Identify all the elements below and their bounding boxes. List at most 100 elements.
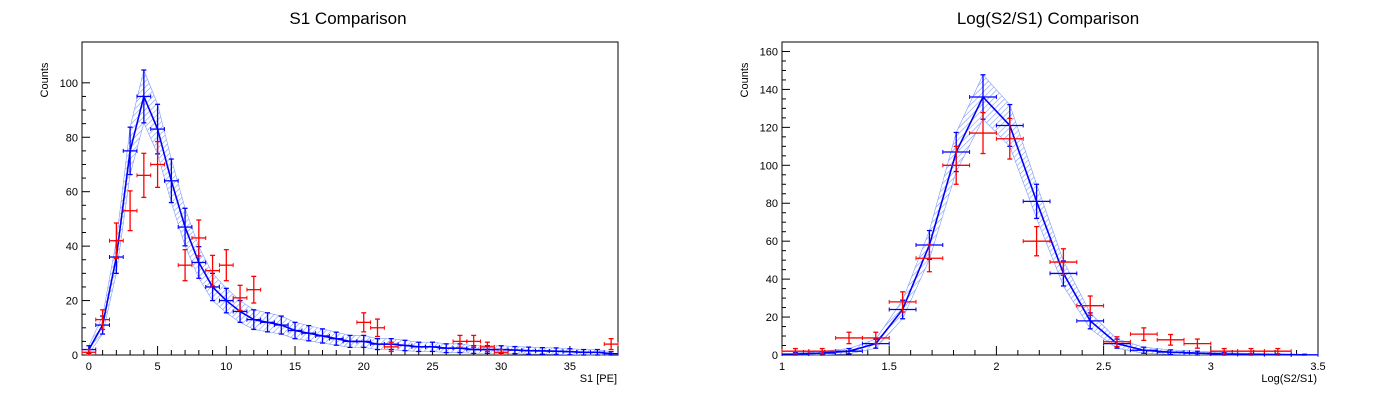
chart-2-data-point xyxy=(1049,248,1078,276)
chart-2-model-band xyxy=(795,74,1305,356)
chart-1-model-point xyxy=(411,341,427,353)
x-tick-label: 2 xyxy=(993,361,999,373)
y-tick-label: 20 xyxy=(66,296,78,308)
chart-2-data-point xyxy=(1263,347,1292,355)
chart-1-model-point xyxy=(122,126,138,176)
chart-1-data-point xyxy=(191,219,207,257)
chart-2-data-point xyxy=(1183,338,1212,349)
x-tick-label: 3 xyxy=(1208,361,1214,373)
chart-1-data-point xyxy=(205,254,220,287)
chart-1-data-point xyxy=(136,152,152,199)
x-tick-label: 3.5 xyxy=(1310,361,1325,373)
chart-1-model-point xyxy=(425,341,440,353)
x-tick-label: 35 xyxy=(564,361,576,373)
y-tick-label: 80 xyxy=(766,198,778,210)
chart-1-model-point xyxy=(548,347,564,356)
chart-2-model-point xyxy=(1129,346,1158,354)
chart-2-data-point xyxy=(1156,333,1185,346)
y-tick-label: 0 xyxy=(772,350,778,362)
chart-2-model-point xyxy=(1290,352,1319,357)
chart-1-data-point xyxy=(108,222,124,260)
chart-1-data-point xyxy=(603,338,619,351)
chart-2-data-point xyxy=(1103,336,1131,348)
chart-1-model-point xyxy=(301,324,317,342)
chart-2-data-point xyxy=(861,331,890,345)
x-tick-label: 0 xyxy=(86,361,92,373)
x-tick-label: 1.5 xyxy=(882,361,897,373)
chart-1-data-point xyxy=(218,249,234,282)
chart-2-model-point xyxy=(969,74,997,120)
y-tick-label: 140 xyxy=(760,84,778,96)
chart-1-plot: 0 20 40 60 80 100 0 5 10 15 20 25 30 35 xyxy=(60,41,619,373)
chart-1-model-point xyxy=(246,309,262,331)
chart-1-model-band xyxy=(88,69,612,356)
chart-1-model-point xyxy=(287,321,303,340)
y-tick-label: 60 xyxy=(766,236,778,248)
chart-1-model-point xyxy=(315,328,330,344)
x-tick-label: 20 xyxy=(358,361,370,373)
x-tick-label: 2.5 xyxy=(1096,361,1111,373)
chart-2-model-point xyxy=(1156,349,1185,356)
chart-1-data-point xyxy=(383,341,399,353)
y-tick-label: 80 xyxy=(66,132,78,144)
chart-1-data-point xyxy=(466,334,482,349)
chart-1-data-point xyxy=(177,249,193,282)
chart-1-model-line xyxy=(88,93,612,355)
y-tick-label: 160 xyxy=(760,46,778,58)
chart-2-data-point xyxy=(835,331,863,345)
chart-1-model-point xyxy=(521,346,537,355)
chart-2-data-point xyxy=(995,117,1024,160)
chart-1-model-point xyxy=(163,158,179,204)
chart-2-xlabel: Log(S2/S1) xyxy=(1261,373,1317,385)
chart-1-model-point xyxy=(438,343,454,354)
chart-2-data-point xyxy=(1022,225,1051,257)
y-tick-label: 100 xyxy=(60,78,78,90)
chart-1-model-point xyxy=(576,348,592,356)
chart-1-data-point xyxy=(150,140,165,188)
chart-1-title: S1 Comparison xyxy=(289,9,406,28)
chart-2-data-point xyxy=(888,291,917,313)
chart-1-data-point xyxy=(232,284,248,312)
y-tick-label: 60 xyxy=(66,187,78,199)
chart-1-model-point xyxy=(603,351,619,356)
chart-1-model-point xyxy=(218,287,234,314)
chart-1-data-point xyxy=(480,341,495,353)
chart-2-data-point xyxy=(969,111,997,155)
x-tick-label: 15 xyxy=(289,361,301,373)
chart-1-data-point xyxy=(81,348,97,356)
chart-2-plot: 0 20 40 60 80 100 120 140 160 1 1.5 2 2.5 3 3.5 xyxy=(760,41,1326,373)
chart-1-data-point xyxy=(356,312,372,333)
y-tick-label: 0 xyxy=(72,350,78,362)
y-tick-label: 20 xyxy=(766,312,778,324)
x-tick-label: 30 xyxy=(495,361,507,373)
x-tick-label: 25 xyxy=(426,361,438,373)
chart-1-data-point xyxy=(493,348,509,356)
chart-2-data-point xyxy=(1076,295,1105,317)
y-tick-label: 40 xyxy=(66,241,78,253)
chart-2-data-point xyxy=(915,244,944,273)
chart-1-model-point xyxy=(273,315,289,335)
plot-layer: 0 20 40 60 80 100 0 5 10 15 20 25 30 35 0 20 40 60 80 100 12… xyxy=(60,41,1326,373)
chart-1-model-point xyxy=(136,69,152,124)
x-tick-label: 10 xyxy=(220,361,232,373)
chart-1-frame xyxy=(81,41,619,356)
chart-2-ylabel: Counts xyxy=(739,62,751,97)
chart-2-title: Log(S2/S1) Comparison xyxy=(957,9,1139,28)
y-tick-label: 120 xyxy=(760,122,778,134)
chart-1-ylabel: Counts xyxy=(39,62,51,97)
chart-1-data-point xyxy=(246,275,262,304)
chart-1-model-point xyxy=(177,207,193,247)
chart-2-data-point xyxy=(808,347,837,355)
chart-2-data-point xyxy=(942,145,971,185)
chart-1-data-point xyxy=(370,318,385,338)
chart-1-data-point xyxy=(95,309,110,331)
y-tick-label: 40 xyxy=(766,274,778,286)
chart-1-xlabel: S1 [PE] xyxy=(580,373,617,385)
y-tick-label: 100 xyxy=(760,160,778,172)
chart-1-model-point xyxy=(356,334,372,349)
x-tick-label: 5 xyxy=(155,361,161,373)
chart-2-data-point xyxy=(1129,327,1158,342)
chart-1-data-point xyxy=(122,190,138,232)
